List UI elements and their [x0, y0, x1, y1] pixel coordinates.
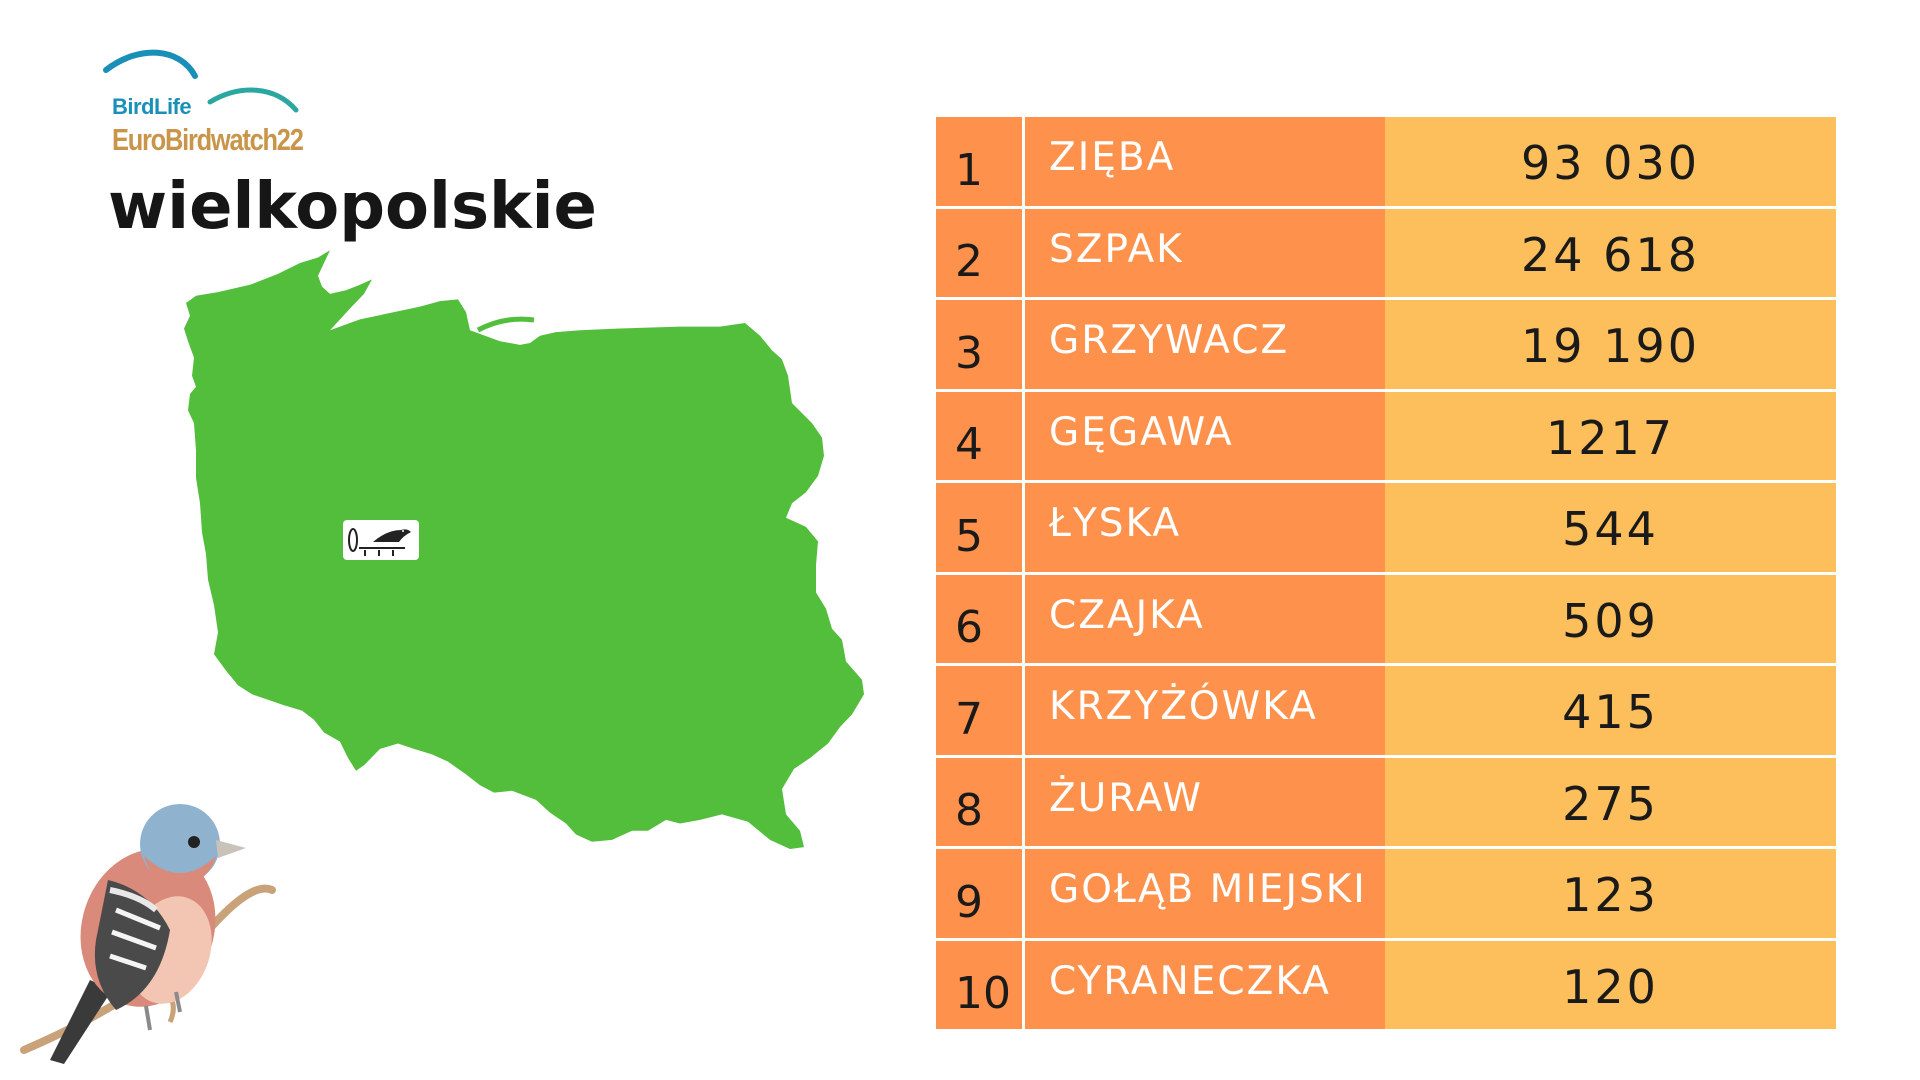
chaffinch-illustration [20, 804, 276, 1064]
rank-cell: 8 [936, 757, 1022, 846]
table-row: 8 ŻURAW 275 [936, 757, 1836, 846]
count-cell: 509 [1385, 574, 1836, 663]
birdwatch-logo: BirdLife EuroBirdwatch22 [100, 48, 310, 168]
rank-cell: 4 [936, 391, 1022, 480]
otop-badge [343, 520, 419, 560]
poland-map [184, 250, 864, 850]
count-cell: 415 [1385, 666, 1836, 755]
count-cell: 93 030 [1385, 117, 1836, 206]
rank-cell: 10 [936, 940, 1022, 1029]
rank-cell: 1 [936, 117, 1022, 206]
count-cell: 120 [1385, 940, 1836, 1029]
rank-cell: 3 [936, 300, 1022, 389]
table-row: 1 ZIĘBA 93 030 [936, 117, 1836, 206]
table-row: 10 CYRANECZKA 120 [936, 940, 1836, 1029]
species-name-cell: SZPAK [1025, 208, 1385, 297]
species-ranking-table: 1 ZIĘBA 93 030 2 SZPAK 24 618 3 GRZYWACZ 19 190 4… [936, 117, 1836, 1029]
species-name-cell: ŻURAW [1025, 757, 1385, 846]
table-row: 7 KRZYŻÓWKA 415 [936, 666, 1836, 755]
rank-cell: 7 [936, 666, 1022, 755]
count-cell: 544 [1385, 483, 1836, 572]
logo-swoosh-icon [103, 49, 299, 113]
species-name-cell: KRZYŻÓWKA [1025, 666, 1385, 755]
page-title: wielkopolskie [108, 170, 597, 244]
rank-cell: 5 [936, 483, 1022, 572]
rank-cell: 9 [936, 849, 1022, 938]
count-cell: 1217 [1385, 391, 1836, 480]
species-name-cell: CZAJKA [1025, 574, 1385, 663]
poland-shape [184, 250, 864, 850]
count-cell: 275 [1385, 757, 1836, 846]
logo-org-text: BirdLife [112, 94, 192, 119]
count-cell: 123 [1385, 849, 1836, 938]
table-row: 5 ŁYSKA 544 [936, 483, 1836, 572]
species-name-cell: GĘGAWA [1025, 391, 1385, 480]
species-name-cell: ŁYSKA [1025, 483, 1385, 572]
otop-bird-icon [348, 528, 411, 556]
species-name-cell: GOŁĄB MIEJSKI [1025, 849, 1385, 938]
species-name-cell: GRZYWACZ [1025, 300, 1385, 389]
species-name-cell: CYRANECZKA [1025, 940, 1385, 1029]
count-cell: 19 190 [1385, 300, 1836, 389]
count-cell: 24 618 [1385, 208, 1836, 297]
rank-cell: 6 [936, 574, 1022, 663]
table-row: 9 GOŁĄB MIEJSKI 123 [936, 849, 1836, 938]
species-name-cell: ZIĘBA [1025, 117, 1385, 206]
table-row: 4 GĘGAWA 1217 [936, 391, 1836, 480]
table-row: 2 SZPAK 24 618 [936, 208, 1836, 297]
table-row: 6 CZAJKA 509 [936, 574, 1836, 663]
logo-event-text: EuroBirdwatch22 [112, 122, 304, 157]
table-row: 3 GRZYWACZ 19 190 [936, 300, 1836, 389]
rank-cell: 2 [936, 208, 1022, 297]
